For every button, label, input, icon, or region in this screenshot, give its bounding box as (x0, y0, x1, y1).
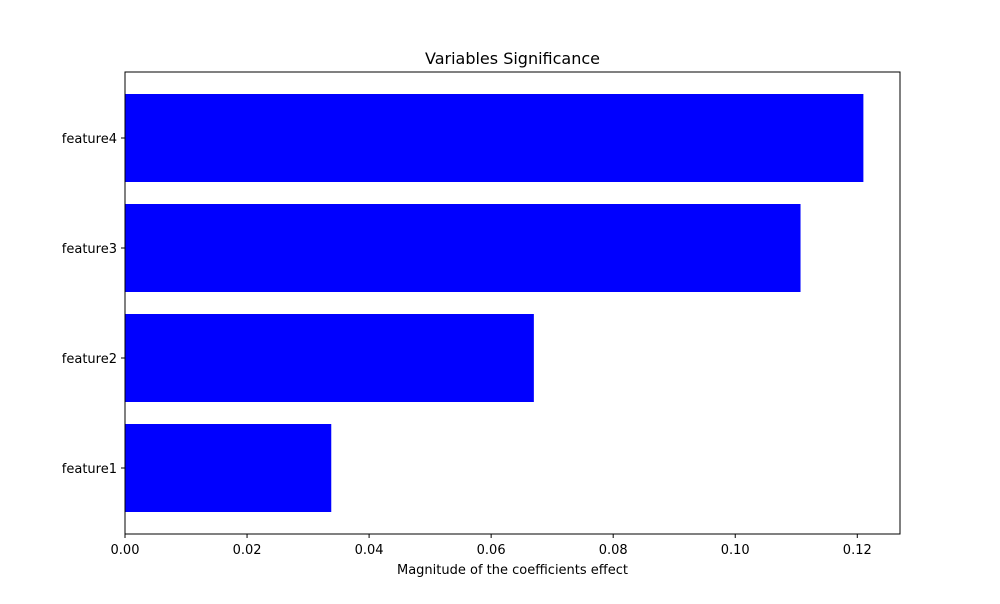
plot-frame (124, 71, 901, 535)
x-tick-label: 0.08 (599, 543, 628, 558)
x-tick-label: 0.04 (355, 543, 384, 558)
y-tick-label: feature4 (62, 132, 117, 147)
y-tick-label: feature3 (62, 242, 117, 257)
bar-feature4 (125, 94, 864, 182)
x-tick-label: 0.12 (843, 543, 872, 558)
bar-feature2 (125, 314, 534, 402)
y-tick-label: feature1 (62, 462, 117, 477)
x-axis-ticks: 0.00 0.02 0.04 0.06 0.08 0.10 0.12 (111, 534, 872, 558)
bar-feature1 (125, 424, 332, 512)
x-tick-label: 0.10 (721, 543, 750, 558)
x-tick-label: 0.02 (233, 543, 262, 558)
bars (125, 94, 864, 512)
chart-title: Variables Significance (425, 49, 600, 68)
x-tick-label: 0.06 (477, 543, 506, 558)
y-axis-ticks: feature1 feature2 feature3 feature4 (62, 132, 125, 477)
bar-feature3 (125, 204, 801, 292)
x-axis-label: Magnitude of the coefficients effect (397, 563, 628, 578)
y-tick-label: feature2 (62, 352, 117, 367)
x-tick-label: 0.00 (111, 543, 140, 558)
